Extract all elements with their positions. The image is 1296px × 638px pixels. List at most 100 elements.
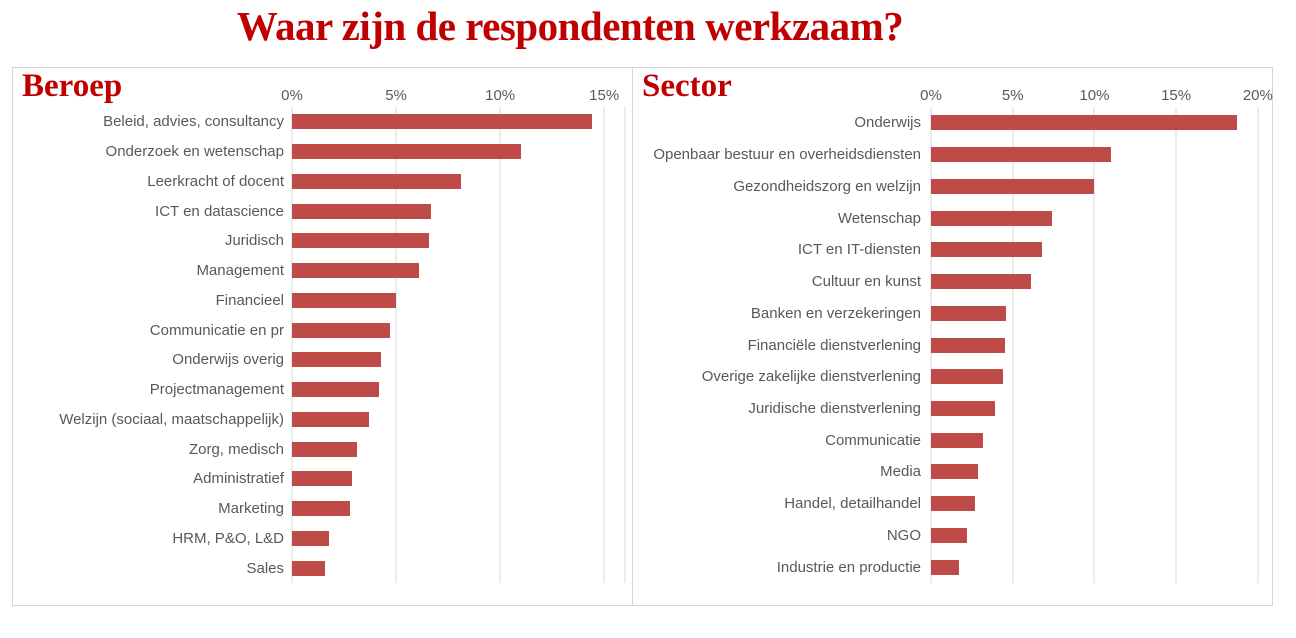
bar xyxy=(931,527,967,543)
bar-cell xyxy=(931,202,1266,234)
x-axis: 0% 5% 10% 15% xyxy=(281,68,625,107)
category-label: Management xyxy=(196,262,284,280)
chart-title-beroep: Beroep xyxy=(22,68,123,104)
bar-cell xyxy=(292,196,625,226)
chart-row: Management xyxy=(13,256,625,286)
chart-row: Cultuur en kunst xyxy=(633,266,1266,298)
bar-cell xyxy=(292,524,625,554)
bar xyxy=(931,464,979,480)
axis-tick-label: 10% xyxy=(485,87,516,104)
category-label: ICT en datascience xyxy=(155,202,284,220)
category-label: Banken en verzekeringen xyxy=(750,304,921,322)
axis-tick-label: 0% xyxy=(281,87,303,104)
chart-row: Communicatie en pr xyxy=(13,315,625,345)
category-label: Zorg, medisch xyxy=(188,440,284,458)
bar xyxy=(292,471,353,487)
bar xyxy=(931,305,1007,321)
chart-row: Industrie en productie xyxy=(633,551,1266,583)
category-label: Onderwijs xyxy=(854,114,921,132)
chart-row: Onderwijs overig xyxy=(13,345,625,375)
chart-row: Financieel xyxy=(13,286,625,316)
chart-row: Media xyxy=(633,456,1266,488)
gridline xyxy=(624,107,626,583)
chart-row: Juridische dienstverlening xyxy=(633,393,1266,425)
bar-cell xyxy=(292,107,625,137)
bar-cell xyxy=(292,137,625,167)
bar-cell xyxy=(292,286,625,316)
bar xyxy=(931,496,976,512)
category-label: NGO xyxy=(886,526,921,544)
category-label: Onderwijs overig xyxy=(172,351,284,369)
bar xyxy=(292,263,419,279)
axis-tick-label: 0% xyxy=(920,87,942,104)
chart-title-sector: Sector xyxy=(642,68,732,104)
chart-row: Administratief xyxy=(13,464,625,494)
bar-cell xyxy=(931,361,1266,393)
bar-cell xyxy=(292,345,625,375)
chart-row: Juridisch xyxy=(13,226,625,256)
bar xyxy=(931,337,1005,353)
x-axis: 0% 5% 10% 15% 20% xyxy=(920,68,1273,107)
chart-row: Communicatie xyxy=(633,424,1266,456)
gridline xyxy=(603,107,605,583)
category-label: Juridisch xyxy=(224,232,284,250)
category-label: Projectmanagement xyxy=(149,381,284,399)
chart-row: ICT en datascience xyxy=(13,196,625,226)
chart-row: Financiële dienstverlening xyxy=(633,329,1266,361)
category-label: Sales xyxy=(246,559,284,577)
category-label: Handel, detailhandel xyxy=(784,495,921,513)
bar xyxy=(931,400,995,416)
bar xyxy=(292,144,521,160)
bar xyxy=(292,411,369,427)
bar-cell xyxy=(931,456,1266,488)
chart-row: Handel, detailhandel xyxy=(633,488,1266,520)
bar-cell xyxy=(292,375,625,405)
bar xyxy=(292,173,461,189)
category-label: Welzijn (sociaal, maatschappelijk) xyxy=(59,410,284,428)
bar xyxy=(931,559,959,575)
category-label: Communicatie en pr xyxy=(149,321,284,339)
gridline xyxy=(1012,107,1014,583)
category-label: Onderzoek en wetenschap xyxy=(105,143,284,161)
category-label: Financiële dienstverlening xyxy=(747,336,921,354)
category-label: HRM, P&O, L&D xyxy=(172,529,284,547)
chart-row: Onderzoek en wetenschap xyxy=(13,137,625,167)
axis-tick-label: 15% xyxy=(1161,87,1192,104)
chart-panel-beroep: Beroep 0% 5% 10% 15% Beleid, advies, consul… xyxy=(12,67,633,606)
gridline xyxy=(291,107,293,583)
bar xyxy=(931,210,1052,226)
chart-row: Zorg, medisch xyxy=(13,434,625,464)
bar-cell xyxy=(931,234,1266,266)
bar xyxy=(931,432,984,448)
bar-cell xyxy=(931,424,1266,456)
bar-cell xyxy=(292,553,625,583)
plot-area xyxy=(291,107,626,583)
category-label: Wetenschap xyxy=(837,209,921,227)
chart-row: Projectmanagement xyxy=(13,375,625,405)
chart-row: Welzijn (sociaal, maatschappelijk) xyxy=(13,405,625,435)
bar-cell xyxy=(292,315,625,345)
chart-row: NGO xyxy=(633,520,1266,552)
category-label: Administratief xyxy=(193,470,284,488)
chart-row: Onderwijs xyxy=(633,107,1266,139)
chart-row: Leerkracht of docent xyxy=(13,167,625,197)
bar xyxy=(292,322,390,338)
chart-row: Wetenschap xyxy=(633,202,1266,234)
chart-panel-sector: Sector 0% 5% 10% 15% 20% Onderwijs Openbaar b… xyxy=(633,67,1273,606)
bar xyxy=(931,274,1031,290)
bar-cell xyxy=(292,167,625,197)
bar-cell xyxy=(931,393,1266,425)
bar xyxy=(292,530,330,546)
bar xyxy=(292,560,326,576)
bar xyxy=(931,242,1043,258)
bar xyxy=(292,441,357,457)
page-title: Waar zijn de respondenten werkzaam? xyxy=(236,3,904,49)
chart-row: Marketing xyxy=(13,494,625,524)
axis-tick-label: 15% xyxy=(589,87,620,104)
category-label: Communicatie xyxy=(825,431,921,449)
bar-cell xyxy=(292,405,625,435)
gridline xyxy=(499,107,501,583)
bar-cell xyxy=(931,107,1266,139)
bar-rows: Beleid, advies, consultancy Onderzoek en … xyxy=(13,107,625,583)
chart-row: Beleid, advies, consultancy xyxy=(13,107,625,137)
